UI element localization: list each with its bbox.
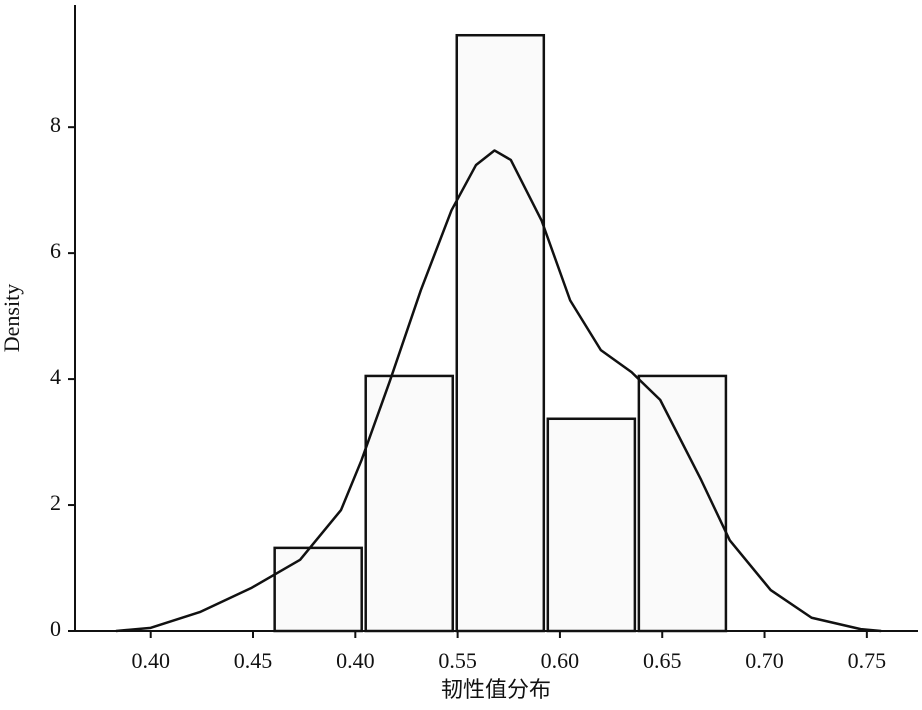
y-tick-label: 4 bbox=[50, 364, 61, 389]
x-tick-label: 0.40 bbox=[131, 648, 170, 673]
x-tick-label: 0.75 bbox=[848, 648, 887, 673]
bar bbox=[273, 546, 363, 633]
bar bbox=[455, 33, 546, 633]
bar bbox=[364, 374, 455, 633]
y-tick-label: 6 bbox=[50, 238, 61, 263]
y-tick-label: 2 bbox=[50, 490, 61, 515]
x-tick-label: 0.60 bbox=[541, 648, 580, 673]
kde-line bbox=[115, 149, 882, 633]
y-axis-label: Density bbox=[0, 284, 24, 352]
x-tick-label: 0.55 bbox=[438, 648, 477, 673]
x-tick-label: 0.65 bbox=[643, 648, 682, 673]
y-tick-label: 0 bbox=[50, 616, 61, 641]
x-axis-label: 韧性值分布 bbox=[441, 677, 551, 702]
bar bbox=[546, 417, 637, 633]
x-tick-label: 0.45 bbox=[234, 648, 273, 673]
x-tick-label: 0.70 bbox=[745, 648, 784, 673]
x-tick-label: 0.40 bbox=[336, 648, 375, 673]
y-tick-label: 8 bbox=[50, 112, 61, 137]
